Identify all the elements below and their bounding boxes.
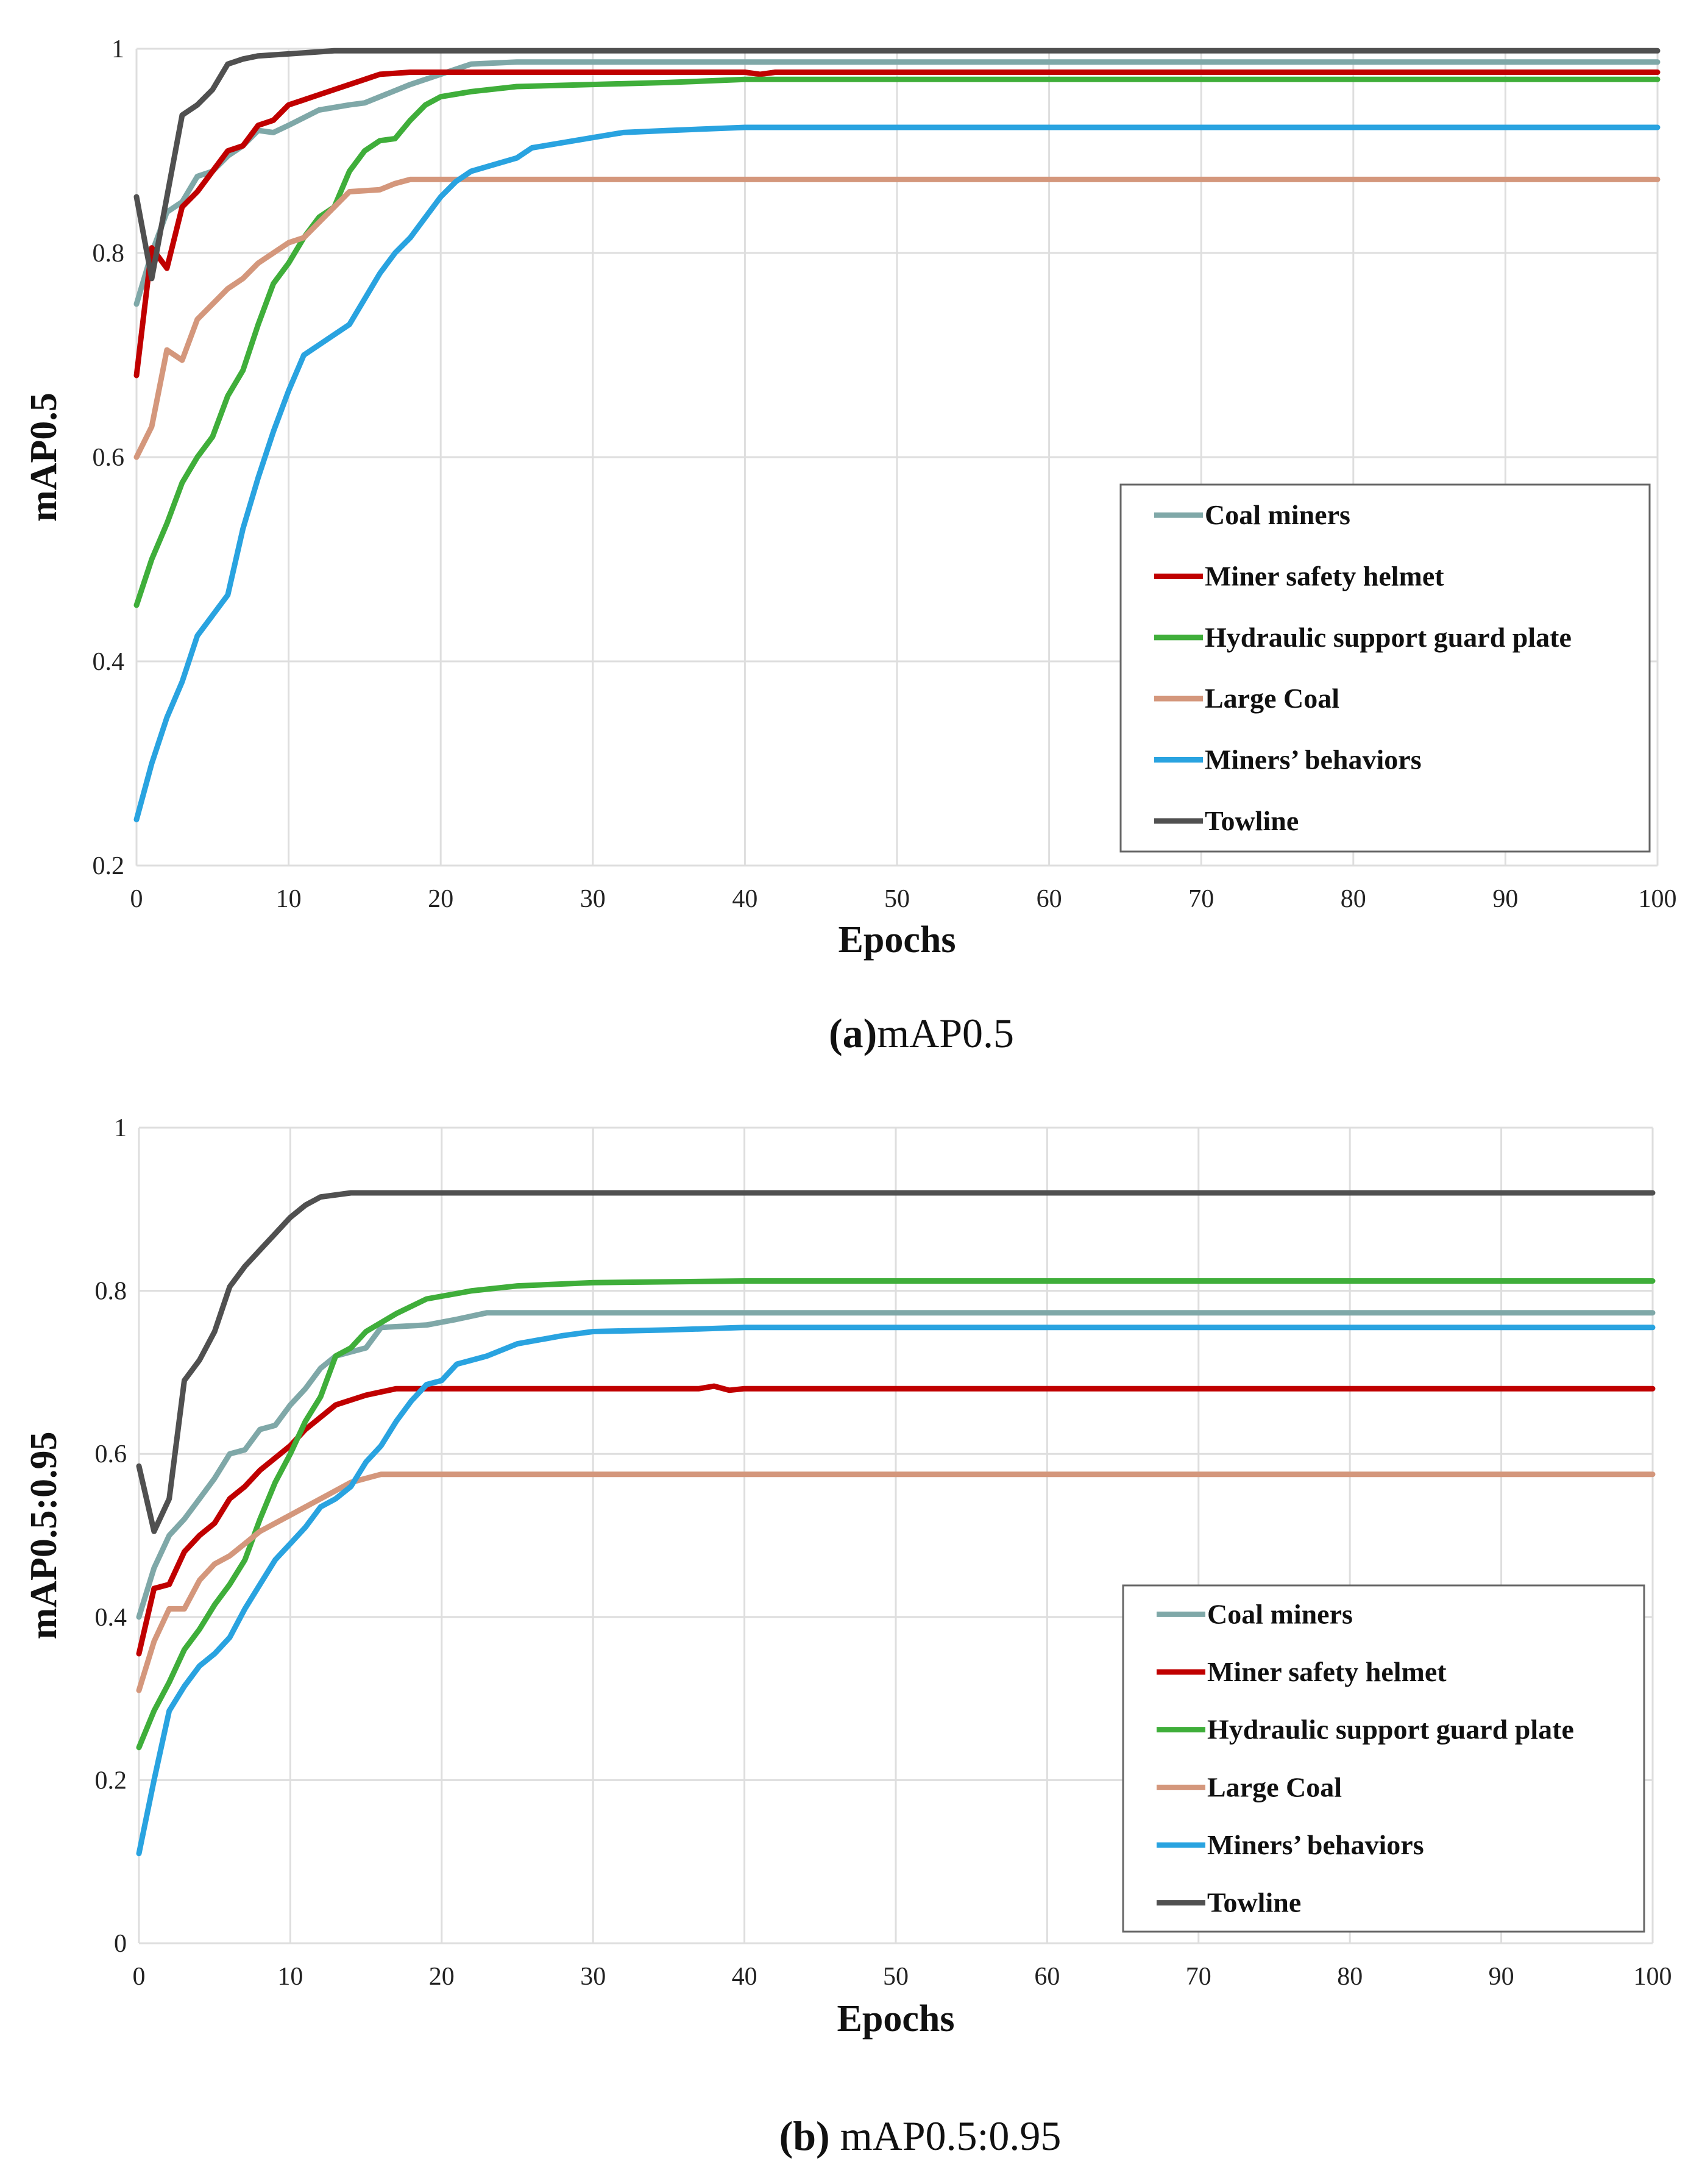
x-axis-title: Epochs bbox=[839, 919, 956, 961]
legend-label: Large Coal bbox=[1205, 683, 1339, 714]
caption-label: (a) bbox=[829, 1010, 877, 1056]
legend-label: Hydraulic support guard plate bbox=[1205, 622, 1572, 653]
chart-map05: 0 10 20 30 40 50 60 70 80 90 100 0.2 0.4 0.6 0.8 1 Epoch… bbox=[23, 35, 1677, 1056]
x-tick-label: 20 bbox=[429, 1963, 455, 1991]
x-tick-label: 70 bbox=[1186, 1963, 1211, 1991]
x-axis-title: Epochs bbox=[837, 1998, 955, 2040]
caption-text: mAP0.5:0.95 bbox=[830, 2113, 1062, 2159]
x-tick-label: 30 bbox=[580, 885, 606, 913]
legend-label: Towline bbox=[1205, 805, 1299, 836]
x-tick-label: 100 bbox=[1634, 1963, 1672, 1991]
x-tick-label: 40 bbox=[732, 1963, 757, 1991]
legend: Coal miners Miner safety helmet Hydraulic … bbox=[1119, 483, 1651, 853]
x-tick-label: 50 bbox=[884, 885, 910, 913]
legend: Coal miners Miner safety helmet Hydraulic … bbox=[1122, 1584, 1645, 1933]
legend-label: Large Coal bbox=[1207, 1771, 1342, 1802]
x-tick-label: 90 bbox=[1489, 1963, 1514, 1991]
y-tick-label: 0.2 bbox=[93, 852, 125, 880]
figure-caption: (b) mAP0.5:0.95 bbox=[779, 2113, 1062, 2159]
chart-map05-095: 0 10 20 30 40 50 60 70 80 90 100 0 0.2 0.4 0.6 0.8 1 Epoc… bbox=[23, 1114, 1672, 2159]
series-line-miners-behaviors bbox=[136, 1325, 1656, 1857]
x-tick-label: 10 bbox=[277, 1963, 303, 1991]
x-tick-label: 70 bbox=[1188, 885, 1214, 913]
legend-label: Towline bbox=[1207, 1887, 1301, 1918]
y-tick-label: 0.8 bbox=[93, 240, 125, 268]
series-line-towline bbox=[133, 48, 1661, 282]
series-line-large-coal bbox=[136, 1471, 1656, 1693]
legend-box bbox=[1119, 483, 1651, 853]
legend-label: Miner safety helmet bbox=[1205, 561, 1444, 592]
x-tick-label: 20 bbox=[428, 885, 453, 913]
x-tick-label: 0 bbox=[130, 885, 143, 913]
x-tick-label: 30 bbox=[580, 1963, 606, 1991]
series-line-miner-safety-helmet bbox=[133, 69, 1661, 379]
x-tick-label: 60 bbox=[1034, 1963, 1060, 1991]
y-axis-title: mAP0.5:0.95 bbox=[23, 1432, 65, 1640]
legend-box bbox=[1122, 1584, 1645, 1933]
series-line-miners-behaviors bbox=[133, 124, 1661, 823]
legend-label: Coal miners bbox=[1207, 1598, 1353, 1629]
x-tick-label: 60 bbox=[1037, 885, 1062, 913]
y-tick-label: 0.8 bbox=[95, 1278, 127, 1306]
y-tick-label: 0.6 bbox=[95, 1440, 127, 1468]
legend-label: Miner safety helmet bbox=[1207, 1656, 1447, 1687]
series-line-coal-miners bbox=[136, 1310, 1656, 1620]
legend-label: Miners’ behaviors bbox=[1207, 1829, 1424, 1860]
y-tick-label: 0.6 bbox=[93, 444, 125, 472]
x-tick-label: 80 bbox=[1341, 885, 1366, 913]
series-line-miner-safety-helmet bbox=[136, 1383, 1656, 1657]
x-tick-label: 100 bbox=[1639, 885, 1677, 913]
caption-text: mAP0.5 bbox=[877, 1010, 1014, 1056]
y-tick-label: 1 bbox=[114, 1114, 127, 1142]
y-tick-label: 0.4 bbox=[95, 1604, 127, 1632]
y-tick-label: 0 bbox=[114, 1930, 127, 1958]
legend-label: Hydraulic support guard plate bbox=[1207, 1714, 1574, 1745]
y-tick-label: 1 bbox=[112, 35, 124, 63]
legend-label: Miners’ behaviors bbox=[1205, 744, 1422, 775]
x-tick-label: 0 bbox=[133, 1963, 146, 1991]
legend-label: Coal miners bbox=[1205, 499, 1350, 530]
caption-label: (b) bbox=[779, 2113, 830, 2159]
x-tick-label: 50 bbox=[883, 1963, 909, 1991]
series-line-coal-miners bbox=[133, 59, 1661, 307]
x-tick-label: 90 bbox=[1492, 885, 1518, 913]
series-line-large-coal bbox=[133, 176, 1661, 460]
y-axis-title: mAP0.5 bbox=[23, 393, 65, 522]
series-line-towline bbox=[136, 1190, 1656, 1534]
y-tick-label: 0.4 bbox=[93, 648, 125, 676]
x-tick-label: 10 bbox=[276, 885, 302, 913]
series-line-hydraulic-support-guard-plate bbox=[136, 1278, 1656, 1751]
x-tick-label: 80 bbox=[1337, 1963, 1363, 1991]
figure-caption: (a)mAP0.5 bbox=[829, 1010, 1014, 1056]
x-tick-label: 40 bbox=[732, 885, 757, 913]
y-tick-label: 0.2 bbox=[95, 1766, 127, 1795]
